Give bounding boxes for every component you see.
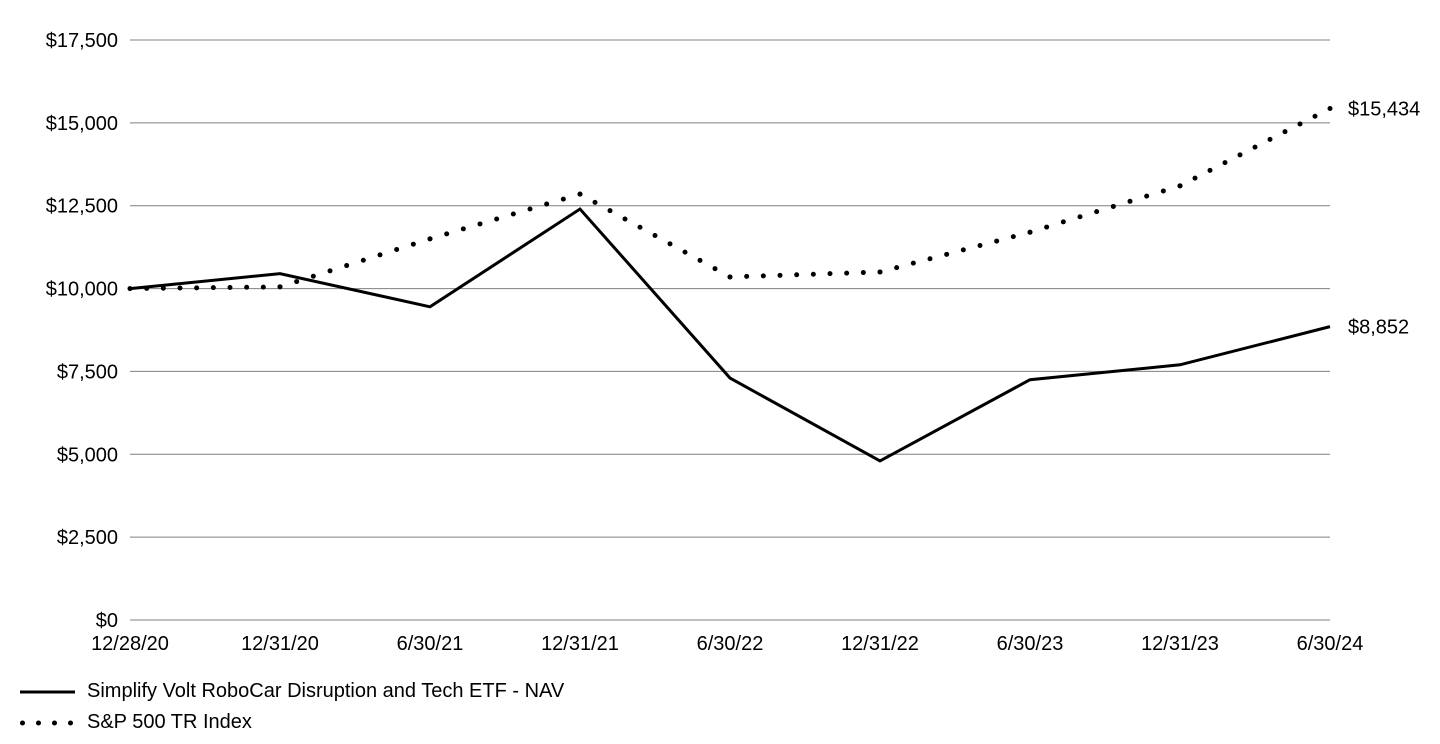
x-tick-label: 6/30/22 <box>697 633 764 655</box>
x-tick-label: 12/28/20 <box>91 633 169 655</box>
series-line <box>130 209 1330 461</box>
growth-chart: $0 $2,500 $5,000 $7,500 $10,000 $12,500 $15,00… <box>0 0 1440 744</box>
chart-svg: $0 $2,500 $5,000 $7,500 $10,000 $12,500 $15,00… <box>0 0 1440 744</box>
y-tick-label: $17,500 <box>46 30 118 52</box>
x-tick-label: 6/30/24 <box>1297 633 1364 655</box>
x-tick-label: 12/31/22 <box>841 633 919 655</box>
x-tick-label: 12/31/20 <box>241 633 319 655</box>
x-tick-label: 6/30/23 <box>997 633 1064 655</box>
legend-swatch <box>20 713 75 733</box>
x-tick-label: 12/31/23 <box>1141 633 1219 655</box>
y-tick-label: $2,500 <box>57 527 118 549</box>
legend-swatch <box>20 682 75 702</box>
x-tick-label: 12/31/21 <box>541 633 619 655</box>
series-end-label: $15,434 <box>1348 98 1420 120</box>
legend-item: S&P 500 TR Index <box>20 711 564 734</box>
legend-label: Simplify Volt RoboCar Disruption and Tec… <box>87 680 564 703</box>
y-tick-label: $7,500 <box>57 361 118 383</box>
y-tick-label: $12,500 <box>46 196 118 218</box>
legend: Simplify Volt RoboCar Disruption and Tec… <box>20 680 564 742</box>
y-tick-label: $5,000 <box>57 444 118 466</box>
x-tick-label: 6/30/21 <box>397 633 464 655</box>
legend-label: S&P 500 TR Index <box>87 711 252 734</box>
y-tick-label: $10,000 <box>46 279 118 301</box>
y-tick-label: $0 <box>96 610 118 632</box>
legend-item: Simplify Volt RoboCar Disruption and Tec… <box>20 680 564 703</box>
y-tick-label: $15,000 <box>46 113 118 135</box>
series-end-label: $8,852 <box>1348 317 1409 339</box>
